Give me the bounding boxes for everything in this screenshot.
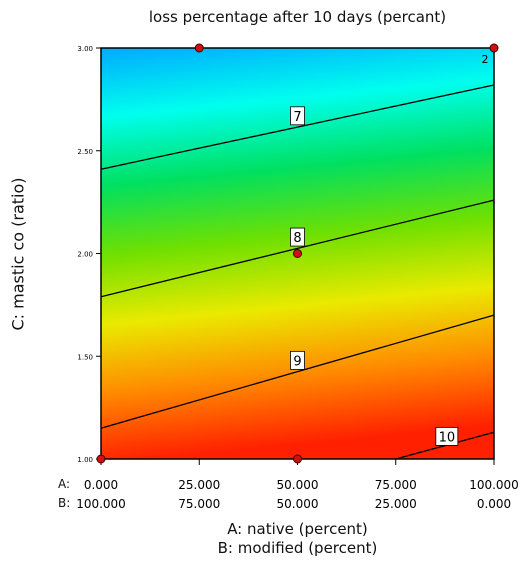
design-point	[489, 43, 499, 53]
x-tick-label-b: 100.000	[76, 497, 126, 511]
contour-label: 8	[293, 231, 301, 246]
replicate-count-label: 2	[482, 53, 489, 66]
contour-label: 9	[293, 354, 301, 369]
x-tick-label-a: 100.000	[469, 478, 519, 492]
y-tick-label: 1.00	[77, 456, 93, 464]
axis-ticks: 1.001.502.002.503.000.000100.00025.00075…	[76, 45, 519, 511]
x-tick-label-a: 50.000	[277, 478, 319, 492]
contour-lines: 7 8 9 10	[100, 84, 495, 460]
x-tick-label-b: 75.000	[178, 497, 220, 511]
design-point	[96, 454, 106, 464]
contour-line	[100, 84, 495, 170]
x-tick-label-b: 50.000	[277, 497, 319, 511]
chart-title: loss percentage after 10 days (percant)	[148, 8, 447, 26]
y-tick-label: 1.50	[77, 353, 93, 361]
y-tick-label: 2.50	[77, 148, 93, 156]
contour-label-box	[290, 106, 305, 126]
contour-label-box	[290, 227, 305, 247]
design-points: 2	[96, 43, 499, 464]
x-row-label-b: B:	[58, 496, 71, 510]
x-tick-label-a: 25.000	[178, 478, 220, 492]
design-point	[293, 249, 302, 258]
y-axis-label: C: mastic co (ratio)	[8, 177, 28, 331]
x-row-label-a: A:	[58, 477, 71, 491]
y-tick-label: 2.00	[77, 251, 93, 259]
x-axis-label-b: B: modified (percent)	[217, 539, 378, 557]
design-point	[194, 43, 204, 53]
contour-label-box	[290, 350, 305, 370]
x-tick-label-a: 0.000	[84, 478, 118, 492]
contour-label: 7	[293, 110, 301, 125]
x-tick-label-b: 25.000	[375, 497, 417, 511]
x-axis-label-a: A: native (percent)	[227, 520, 368, 538]
x-tick-label-a: 75.000	[375, 478, 417, 492]
contour-line	[100, 199, 495, 298]
design-point	[293, 454, 302, 464]
y-tick-label: 3.00	[77, 45, 93, 53]
contour-label: 10	[439, 430, 456, 445]
contour-label-box	[435, 426, 459, 446]
contour-line	[100, 314, 495, 429]
x-tick-label-b: 0.000	[477, 497, 511, 511]
